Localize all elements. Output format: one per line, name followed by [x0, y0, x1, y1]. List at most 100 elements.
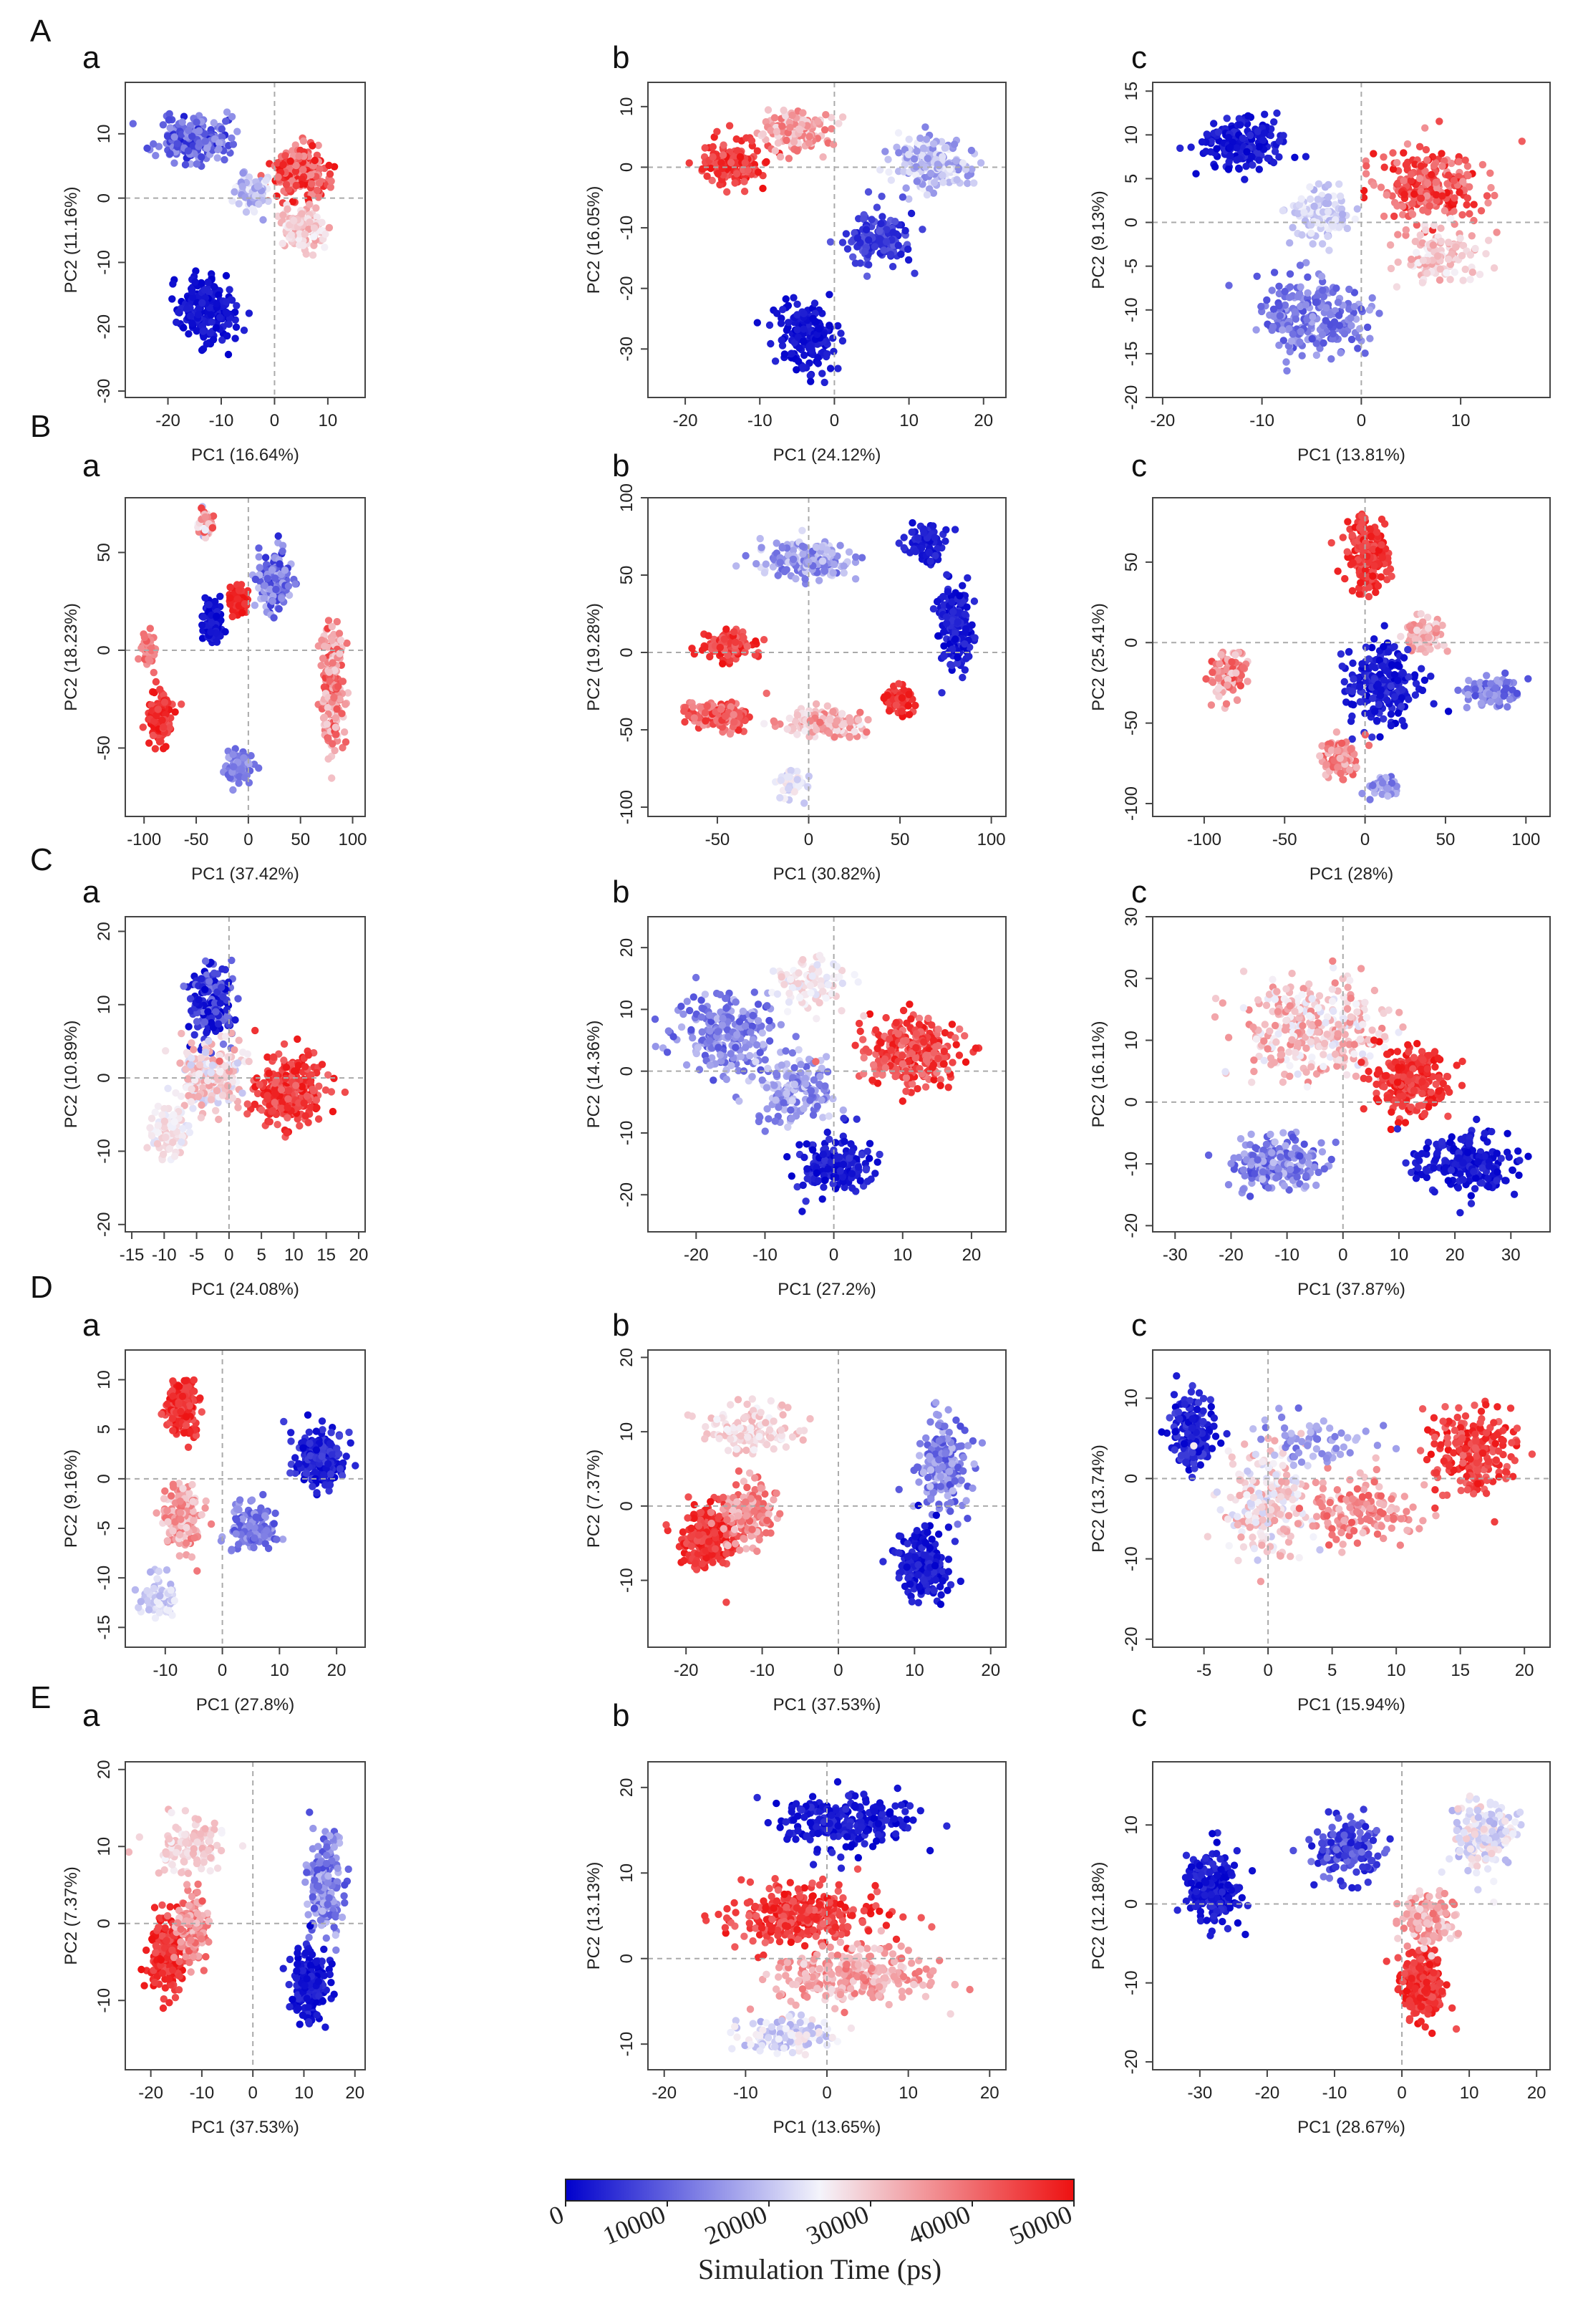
data-point [208, 524, 217, 532]
data-point [245, 309, 253, 317]
data-point [1260, 129, 1269, 137]
data-point [163, 132, 172, 140]
data-point [223, 108, 231, 116]
data-point [1417, 162, 1425, 170]
data-point [864, 188, 873, 196]
data-point [201, 526, 209, 534]
data-point [210, 283, 218, 291]
panel-label: c [1131, 40, 1147, 75]
data-point [818, 557, 827, 565]
data-point [209, 336, 218, 344]
data-point [799, 109, 807, 117]
data-point [760, 720, 768, 728]
data-point [1415, 175, 1424, 183]
data-point [200, 286, 208, 294]
data-point [961, 610, 969, 618]
data-point [922, 135, 931, 143]
data-point [681, 718, 689, 726]
data-point [1389, 149, 1397, 157]
scatter-points [1176, 109, 1526, 375]
data-point [235, 200, 243, 208]
x-tick-label: 10 [319, 411, 338, 430]
data-point [326, 183, 334, 191]
data-point [731, 179, 739, 187]
data-point [328, 622, 336, 631]
y-axis-label: PC2 (16.05%) [584, 186, 604, 294]
data-point [779, 306, 787, 314]
data-point [1286, 239, 1294, 247]
data-point [740, 188, 749, 196]
data-point [1361, 349, 1369, 357]
data-point [184, 147, 193, 155]
data-point [279, 547, 286, 555]
data-point [335, 630, 344, 637]
data-point [900, 534, 908, 541]
data-point [895, 680, 903, 688]
data-point [268, 597, 276, 605]
data-point [324, 734, 332, 742]
data-point [1297, 283, 1304, 291]
data-point [1270, 118, 1278, 126]
data-point [1422, 145, 1430, 154]
data-point [188, 132, 196, 140]
data-point [1246, 131, 1254, 140]
data-point [964, 574, 972, 582]
data-point [1312, 351, 1321, 360]
data-point [762, 158, 770, 166]
data-point [226, 594, 234, 602]
data-point [840, 569, 848, 577]
data-point [752, 637, 760, 645]
data-point [1224, 133, 1233, 142]
data-point [1437, 237, 1446, 246]
data-point [1343, 548, 1351, 556]
data-point [255, 544, 263, 552]
data-point [799, 363, 807, 371]
data-point [701, 709, 710, 717]
data-point [162, 743, 170, 751]
data-point [970, 179, 978, 187]
x-tick-label: 0 [243, 830, 253, 849]
data-point [1257, 302, 1265, 311]
data-point [279, 239, 286, 248]
data-point [198, 299, 206, 307]
data-point [135, 655, 142, 663]
data-point [249, 205, 257, 213]
data-point [883, 691, 891, 699]
data-point [907, 209, 916, 218]
data-point [876, 235, 883, 243]
data-point [1463, 194, 1472, 202]
data-point [1202, 148, 1210, 155]
data-point [1337, 650, 1345, 658]
x-tick-label: 0 [270, 411, 279, 430]
data-point [226, 600, 234, 608]
data-point [723, 188, 731, 196]
data-point [255, 764, 263, 772]
data-point [1211, 163, 1219, 171]
data-point [1325, 193, 1332, 201]
x-tick-label: 100 [338, 830, 367, 849]
data-point [189, 142, 197, 150]
data-point [840, 562, 848, 570]
data-point [145, 739, 153, 747]
data-point [1278, 326, 1287, 334]
data-point [1285, 294, 1294, 302]
data-point [1349, 559, 1357, 567]
data-point [1325, 180, 1332, 189]
data-point [725, 122, 734, 130]
data-point [929, 605, 938, 613]
data-point [783, 566, 790, 574]
data-point [952, 635, 959, 643]
data-point [887, 176, 896, 184]
data-point [1468, 269, 1476, 276]
data-point [902, 184, 910, 192]
data-point [253, 183, 262, 191]
data-point [334, 683, 342, 690]
data-point [742, 551, 750, 560]
data-point [877, 220, 885, 228]
data-point [882, 238, 891, 246]
data-point [1249, 161, 1257, 169]
data-point [1329, 329, 1337, 338]
data-point [1486, 169, 1494, 177]
data-point [843, 245, 852, 253]
